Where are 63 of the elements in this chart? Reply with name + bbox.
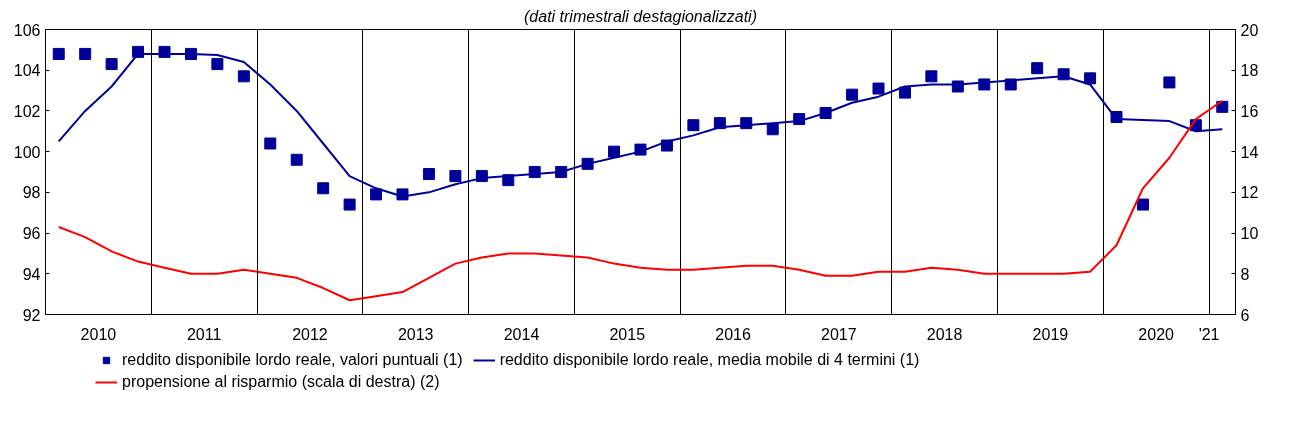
y2-tick-label: 16	[1240, 102, 1259, 120]
y2-tick-label: 6	[1240, 306, 1250, 324]
point	[951, 80, 964, 93]
point	[846, 88, 859, 101]
point	[370, 188, 383, 201]
point	[290, 153, 303, 166]
legend-label: reddito disponibile lordo reale, media mobile di 4 termini (1)	[499, 351, 920, 369]
point	[79, 47, 92, 60]
point	[687, 119, 700, 132]
x-tick-label: 2018	[926, 325, 963, 343]
point	[264, 137, 277, 150]
legend-label: propensione al risparmio (scala di destra) (2)	[122, 373, 440, 391]
point	[211, 58, 224, 71]
x-tick-label: 2019	[1032, 325, 1069, 343]
x-tick-label: 2011	[186, 325, 222, 343]
point	[396, 188, 409, 201]
point	[237, 70, 250, 83]
x-tick-label: 2013	[397, 325, 434, 343]
point	[105, 58, 118, 71]
y-tick-label: 100	[13, 143, 41, 161]
y-tick-label: 104	[13, 62, 41, 80]
point	[660, 139, 673, 152]
y2-tick-label: 8	[1240, 265, 1250, 283]
point	[317, 182, 330, 195]
y2-tick-label: 10	[1240, 225, 1259, 243]
y-tick-label: 102	[13, 102, 41, 120]
point	[1084, 72, 1097, 85]
x-tick-label: '21	[1198, 325, 1220, 343]
point	[158, 45, 171, 58]
y2-tick-label: 14	[1240, 143, 1259, 161]
y-tick-label: 92	[22, 306, 41, 324]
point	[1031, 62, 1044, 75]
y2-tick-label: 18	[1240, 62, 1259, 80]
point	[898, 86, 911, 99]
point	[1136, 198, 1149, 211]
point	[608, 145, 621, 158]
point	[52, 47, 65, 60]
point	[1216, 100, 1229, 113]
point	[766, 123, 779, 136]
chart-subtitle: (dati trimestrali destagionalizzati)	[524, 7, 757, 25]
y-tick-label: 106	[13, 21, 41, 39]
point	[343, 198, 356, 211]
x-tick-label: 2017	[821, 325, 857, 343]
x-tick-label: 2016	[715, 325, 751, 343]
y-tick-label: 94	[22, 265, 41, 283]
x-tick-label: 2015	[609, 325, 646, 343]
y-tick-label: 96	[22, 225, 41, 243]
point	[449, 170, 462, 183]
point	[978, 78, 991, 91]
y2-tick-label: 12	[1240, 184, 1259, 202]
x-tick-label: 2014	[503, 325, 540, 343]
x-tick-label: 2012	[292, 325, 328, 343]
x-tick-label: 2020	[1138, 325, 1175, 343]
y-tick-label: 98	[22, 184, 41, 202]
x-tick-label: 2010	[80, 325, 117, 343]
point	[872, 82, 885, 95]
y2-tick-label: 20	[1240, 21, 1259, 39]
point	[422, 168, 435, 181]
legend-label: reddito disponibile lordo reale, valori puntuali (1)	[122, 351, 463, 369]
point	[925, 70, 938, 83]
point	[1004, 78, 1017, 91]
point	[1163, 76, 1176, 89]
point	[634, 143, 647, 156]
